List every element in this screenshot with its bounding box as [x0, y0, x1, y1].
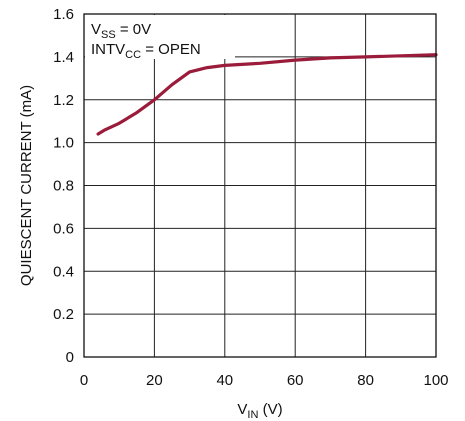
y-tick-label: 0.8 — [53, 178, 74, 195]
x-tick-label: 20 — [146, 372, 163, 389]
y-tick-label: 0 — [66, 349, 74, 366]
plot-frame — [83, 13, 437, 358]
y-tick-label: 1.0 — [53, 135, 74, 152]
x-axis-label-suffix: (V) — [258, 401, 282, 418]
x-tick-label: 100 — [423, 372, 448, 389]
annotation-intvcc-suffix: = OPEN — [141, 41, 201, 58]
annotation-intvcc-base: INTV — [91, 41, 125, 58]
x-tick-label: 60 — [287, 372, 304, 389]
x-tick-label: 0 — [80, 372, 88, 389]
x-tick-labels: 0 20 40 60 80 100 — [80, 372, 449, 389]
y-tick-label: 1.4 — [53, 49, 74, 66]
annotation-vss-base: V — [91, 21, 101, 38]
annotation-intvcc: INTVCC = OPEN — [91, 41, 201, 61]
annotation-vss-sub: SS — [101, 29, 116, 41]
annotation-background — [85, 15, 235, 59]
annotation-vss-suffix: = 0V — [116, 21, 151, 38]
annotation-intvcc-sub: CC — [125, 49, 141, 61]
y-tick-labels: 0 0.2 0.4 0.6 0.8 1.0 1.2 1.4 1.6 — [53, 6, 74, 366]
y-axis-label: QUIESCENT CURRENT (mA) — [18, 85, 35, 286]
y-tick-label: 0.2 — [53, 306, 74, 323]
y-tick-label: 0.4 — [53, 263, 74, 280]
x-axis-label: VIN (V) — [237, 401, 282, 421]
x-axis-label-base: V — [237, 401, 247, 418]
x-axis-label-sub: IN — [247, 409, 258, 421]
annotation-box: VSS = 0V INTVCC = OPEN — [85, 15, 235, 61]
y-tick-label: 1.2 — [53, 92, 74, 109]
series-line-0 — [96, 53, 438, 136]
y-tick-label: 0.6 — [53, 220, 74, 237]
annotation-vss: VSS = 0V — [91, 21, 151, 41]
x-tick-label: 80 — [357, 372, 374, 389]
grid-lines — [83, 13, 437, 358]
data-layer — [96, 53, 438, 136]
y-tick-label: 1.6 — [53, 6, 74, 23]
x-tick-label: 40 — [216, 372, 233, 389]
